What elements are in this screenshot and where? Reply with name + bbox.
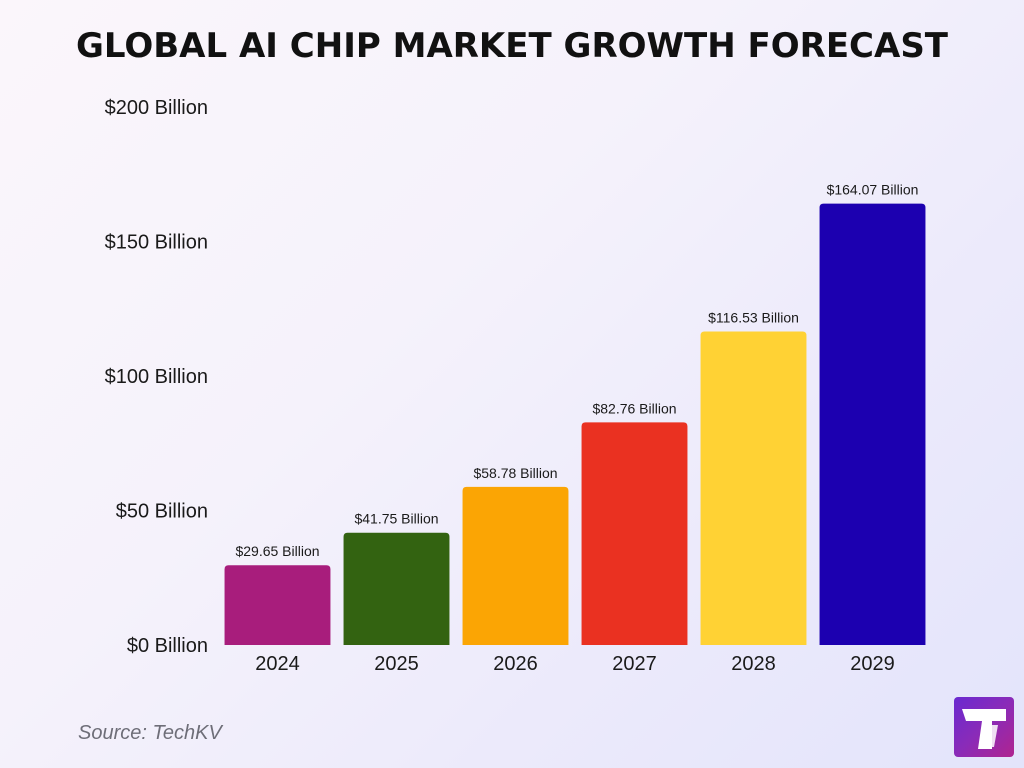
- bar: [581, 422, 688, 645]
- y-tick-label: $50 Billion: [116, 501, 208, 523]
- y-tick-label: $0 Billion: [127, 635, 208, 657]
- x-tick-label: 2028: [731, 653, 776, 675]
- bar-value-label: $58.78 Billion: [473, 465, 557, 481]
- bar: [462, 486, 569, 645]
- bar-value-label: $82.76 Billion: [592, 400, 676, 416]
- bar-value-label: $41.75 Billion: [354, 511, 438, 527]
- t-logo-glyph: [962, 709, 1006, 749]
- x-tick-label: 2029: [850, 653, 895, 675]
- y-tick-label: $200 Billion: [105, 97, 208, 119]
- bar-value-label: $29.65 Billion: [235, 543, 319, 559]
- chart-title: GLOBAL AI CHIP MARKET GROWTH FORECAST: [76, 26, 948, 66]
- bar: [343, 532, 450, 645]
- source-note: Source: TechKV: [78, 722, 222, 744]
- x-tick-label: 2026: [493, 653, 538, 675]
- bar: [224, 565, 331, 645]
- bar-value-label: $116.53 Billion: [708, 310, 799, 326]
- bar-value-label: $164.07 Billion: [827, 182, 919, 198]
- y-tick-label: $150 Billion: [105, 232, 208, 254]
- x-tick-label: 2027: [612, 653, 657, 675]
- x-tick-label: 2025: [374, 653, 419, 675]
- bar: [819, 203, 926, 645]
- y-tick-label: $100 Billion: [105, 366, 208, 388]
- bar: [700, 331, 807, 645]
- x-tick-label: 2024: [255, 653, 300, 675]
- techkv-logo-icon: [954, 697, 1014, 757]
